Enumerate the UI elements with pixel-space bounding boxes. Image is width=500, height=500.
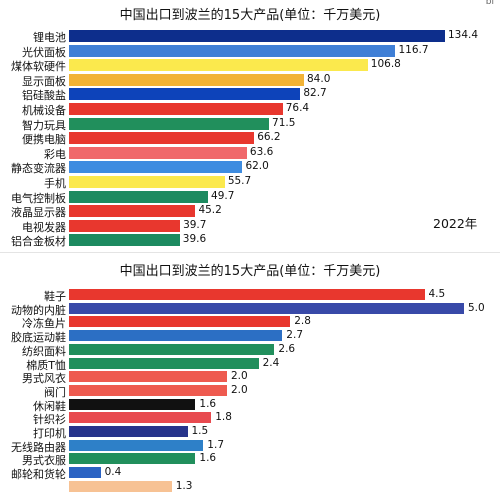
bar <box>69 219 181 232</box>
bar <box>69 453 196 465</box>
bar <box>69 316 291 328</box>
bar <box>69 190 209 203</box>
value-label: 82.7 <box>303 87 327 100</box>
bar <box>69 398 196 410</box>
category-label: 胶底运动鞋 <box>11 331 66 345</box>
value-label: 5.0 <box>468 301 485 314</box>
category-label: 手机 <box>44 177 66 190</box>
value-label: 62.0 <box>245 160 269 173</box>
bar <box>69 426 188 437</box>
category-label: 电气控制板 <box>11 191 66 205</box>
bar <box>69 161 243 174</box>
value-label: 39.6 <box>182 233 207 246</box>
category-label: 动物的内脏 <box>11 303 66 317</box>
value-label: 45.2 <box>198 204 222 217</box>
bar <box>69 412 212 424</box>
bar <box>69 44 396 57</box>
category-label: 阀门 <box>44 385 66 399</box>
value-label: 2.7 <box>286 329 303 342</box>
category-label: 电视发器 <box>22 220 66 234</box>
bar <box>69 343 275 355</box>
category-label: 休闲鞋 <box>33 399 66 413</box>
corner-mark: bi <box>485 0 494 7</box>
category-label: 彩电 <box>44 147 66 161</box>
year-annotation: 2022年 <box>433 216 478 231</box>
value-label: 63.6 <box>249 145 274 158</box>
bar <box>69 371 227 383</box>
category-label: 静态变流器 <box>11 162 66 176</box>
value-label: 66.2 <box>257 131 281 144</box>
category-label: 液晶显示器 <box>11 206 66 220</box>
category-label: 纺织面料 <box>22 344 66 358</box>
value-label: 2.6 <box>278 342 296 355</box>
bar <box>69 480 172 492</box>
value-label: 2.4 <box>262 356 280 369</box>
value-label: 49.7 <box>211 189 235 202</box>
category-label: 邮轮和货轮 <box>11 468 66 482</box>
value-label: 39.7 <box>183 218 207 231</box>
bar <box>69 59 368 72</box>
category-label: 男式衣服 <box>22 454 66 468</box>
chart-title: 中国出口到波兰的15大产品(单位：千万美元) <box>119 264 381 279</box>
value-label: 116.7 <box>398 43 429 56</box>
value-label: 2.8 <box>294 315 311 328</box>
category-label: 光伏面板 <box>22 45 66 59</box>
value-label: 1.8 <box>215 411 232 424</box>
value-label: 76.4 <box>285 102 310 114</box>
value-label: 1.6 <box>199 452 217 465</box>
bar <box>69 302 464 314</box>
category-label: 锂电池 <box>33 31 66 44</box>
value-label: 71.5 <box>272 116 296 129</box>
value-label: 55.7 <box>227 175 252 187</box>
category-label: 无线路由器 <box>11 440 66 454</box>
category-label: 打印机 <box>33 427 66 440</box>
bar <box>69 103 283 115</box>
category-label: 便携电脑 <box>22 133 66 147</box>
bar <box>69 439 204 451</box>
bar <box>69 234 180 247</box>
value-label: 0.4 <box>104 466 122 479</box>
bar <box>69 357 259 369</box>
value-label: 4.5 <box>428 288 446 300</box>
value-label: 1.7 <box>207 438 224 451</box>
bar <box>69 146 247 159</box>
category-label: 智力玩具 <box>22 118 66 132</box>
bar <box>69 117 270 130</box>
category-label: 铝硅酸盐 <box>22 89 66 103</box>
bar <box>69 289 425 300</box>
value-label: 134.4 <box>448 29 479 41</box>
bar <box>69 330 283 342</box>
bar <box>69 176 225 188</box>
bar <box>69 205 196 218</box>
value-label: 106.8 <box>370 58 401 71</box>
category-label: 冷冻鱼片 <box>22 317 66 331</box>
bar <box>69 30 445 42</box>
bar <box>69 384 227 396</box>
bar <box>69 88 301 101</box>
category-label: 煤体软硬件 <box>11 60 66 74</box>
category-label: 铝合金板材 <box>11 235 66 249</box>
category-label: 机械设备 <box>22 104 66 117</box>
category-label: 显示面板 <box>22 74 66 88</box>
category-label: 棉质T恤 <box>26 358 66 372</box>
value-label: 1.6 <box>199 397 217 410</box>
chart-divider <box>0 252 500 253</box>
value-label: 2.0 <box>231 383 248 396</box>
value-label: 1.5 <box>191 425 209 437</box>
value-label: 1.3 <box>175 479 193 492</box>
value-label: 2.0 <box>231 370 248 383</box>
bar <box>69 73 304 86</box>
value-label: 84.0 <box>307 72 331 85</box>
category-label: 鞋子 <box>44 290 66 303</box>
category-label: 针织衫 <box>33 413 66 427</box>
bar <box>69 467 101 479</box>
chart-title: 中国出口到波兰的15大产品(单位：千万美元) <box>119 8 381 23</box>
category-label: 男式风衣 <box>22 372 66 386</box>
bar <box>69 132 255 145</box>
